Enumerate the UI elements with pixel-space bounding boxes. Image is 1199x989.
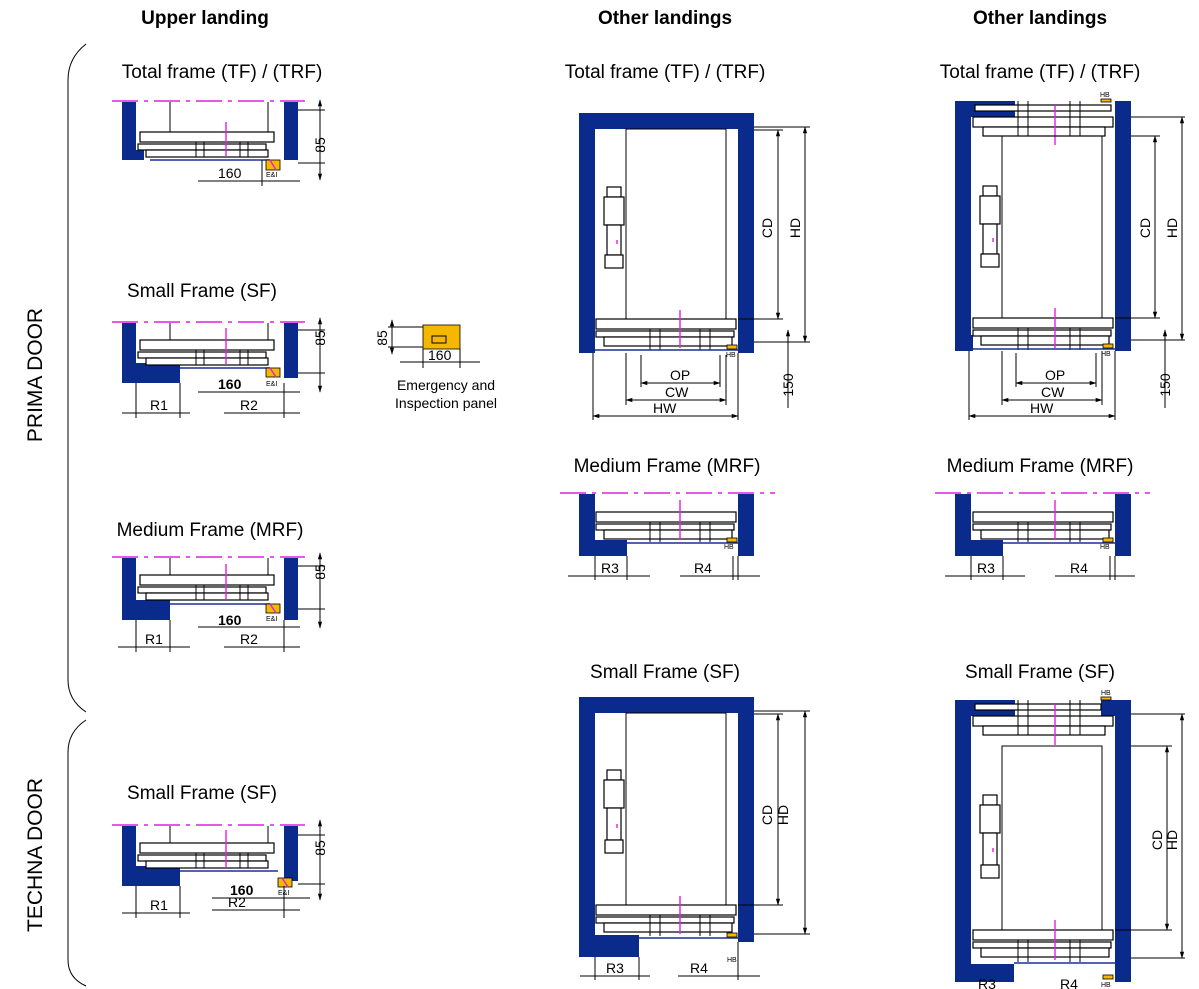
right-sf-hb: HB [1101, 982, 1111, 989]
upper-tf-plan: E&I 85 160 [112, 99, 328, 186]
mid-tf-d150: 150 [780, 373, 796, 397]
upper-tf-d160: 160 [218, 165, 242, 181]
mid-sf-title: Small Frame (SF) [590, 662, 740, 683]
right-tf-HW: HW [1030, 400, 1054, 416]
mid-tf-CD: CD [759, 218, 775, 238]
header-other-landings-right: Other landings [973, 8, 1107, 29]
mid-mrf-R4: R4 [694, 560, 712, 576]
upper-techna-sf-title: Small Frame (SF) [127, 783, 277, 804]
upper-sf-R1: R1 [150, 397, 168, 413]
upper-sf-R2: R2 [240, 397, 258, 413]
upper-mrf-ei: E&I [266, 616, 277, 623]
right-tf-d150: 150 [1157, 373, 1173, 397]
right-sf-R3: R3 [978, 976, 996, 989]
emergency-inspection-panel-detail: 85 160 [374, 319, 480, 368]
upper-sf-d160: 160 [218, 376, 242, 392]
upper-mrf-R1: R1 [145, 631, 163, 647]
upper-mrf-d160: 160 [218, 612, 242, 628]
mid-mrf-R3: R3 [601, 560, 619, 576]
techna-brace [67, 719, 87, 987]
right-sf-hb-top: HB [1101, 690, 1111, 697]
right-tf-CW: CW [1041, 384, 1065, 400]
prima-door-label: PRIMA DOOR [24, 308, 47, 442]
mid-mrf-hb: HB [724, 544, 734, 551]
mid-tf-HD: HD [787, 218, 803, 238]
mid-tf-hb: HB [726, 352, 736, 359]
prima-brace [67, 43, 87, 713]
upper-techna-R1: R1 [150, 897, 168, 913]
right-sf-CD: CD [1149, 830, 1165, 850]
mid-sf-R4: R4 [690, 960, 708, 976]
mid-sf-hb: HB [727, 957, 737, 964]
right-mrf-R4: R4 [1070, 560, 1088, 576]
panel-d85: 85 [374, 330, 390, 346]
mid-sf-plan: HB CD HD R3 R4 [579, 697, 810, 980]
right-tf-OP: OP [1045, 367, 1065, 383]
upper-sf-ei: E&I [266, 381, 277, 388]
upper-sf-d85: 85 [312, 330, 328, 346]
right-sf-HD: HD [1164, 830, 1180, 850]
techna-door-label: TECHNA DOOR [24, 778, 47, 932]
upper-techna-R2: R2 [228, 894, 246, 910]
panel-d160: 160 [428, 347, 452, 363]
mid-tf-plan: HB CD HD 150 OP CW HW [579, 113, 810, 420]
upper-techna-sf-plan: E&I 85 160 R1 R2 [112, 819, 328, 918]
header-other-landings-mid: Other landings [598, 8, 732, 29]
mid-sf-HD: HD [775, 805, 791, 825]
right-mrf-R3: R3 [977, 560, 995, 576]
right-tf-CD: CD [1137, 218, 1153, 238]
right-mrf-title: Medium Frame (MRF) [947, 456, 1134, 477]
right-sf-plan: HB HB CD HD R3 R4 [955, 690, 1185, 989]
upper-sf-title: Small Frame (SF) [127, 281, 277, 302]
upper-mrf-title: Medium Frame (MRF) [117, 520, 304, 541]
panel-caption-line1: Emergency and [397, 377, 495, 393]
upper-mrf-R2: R2 [240, 631, 258, 647]
right-tf-hb: HB [1101, 351, 1111, 358]
upper-techna-d85: 85 [312, 840, 328, 856]
mid-tf-CW: CW [665, 384, 689, 400]
right-sf-R4: R4 [1060, 976, 1078, 989]
mid-mrf-plan: HB R3 R4 [560, 492, 775, 580]
right-tf-title: Total frame (TF) / (TRF) [940, 62, 1141, 83]
upper-sf-plan: E&I 85 160 R1 R2 [112, 317, 328, 418]
upper-tf-d85: 85 [312, 137, 328, 153]
mid-sf-R3: R3 [606, 960, 624, 976]
mid-tf-HW: HW [653, 400, 677, 416]
right-tf-plan: HB HB CD HD 150 [955, 92, 1185, 420]
upper-mrf-d85: 85 [312, 564, 328, 580]
upper-techna-d160: 160 [230, 882, 254, 898]
header-upper-landing: Upper landing [141, 8, 269, 29]
upper-tf-title: Total frame (TF) / (TRF) [122, 62, 323, 83]
mid-sf-CD: CD [759, 805, 775, 825]
right-mrf-hb: HB [1100, 544, 1110, 551]
panel-caption-line2: Inspection panel [395, 395, 497, 411]
right-tf-HD: HD [1164, 218, 1180, 238]
right-mrf-plan: HB R3 R4 [935, 492, 1150, 580]
right-sf-title: Small Frame (SF) [965, 662, 1115, 683]
right-tf-hb-top: HB [1100, 92, 1110, 99]
mid-tf-title: Total frame (TF) / (TRF) [565, 62, 766, 83]
upper-mrf-plan: E&I 85 160 R1 R2 [112, 552, 328, 652]
upper-tf-ei: E&I [266, 172, 277, 179]
mid-mrf-title: Medium Frame (MRF) [574, 456, 761, 477]
mid-tf-OP: OP [670, 367, 690, 383]
